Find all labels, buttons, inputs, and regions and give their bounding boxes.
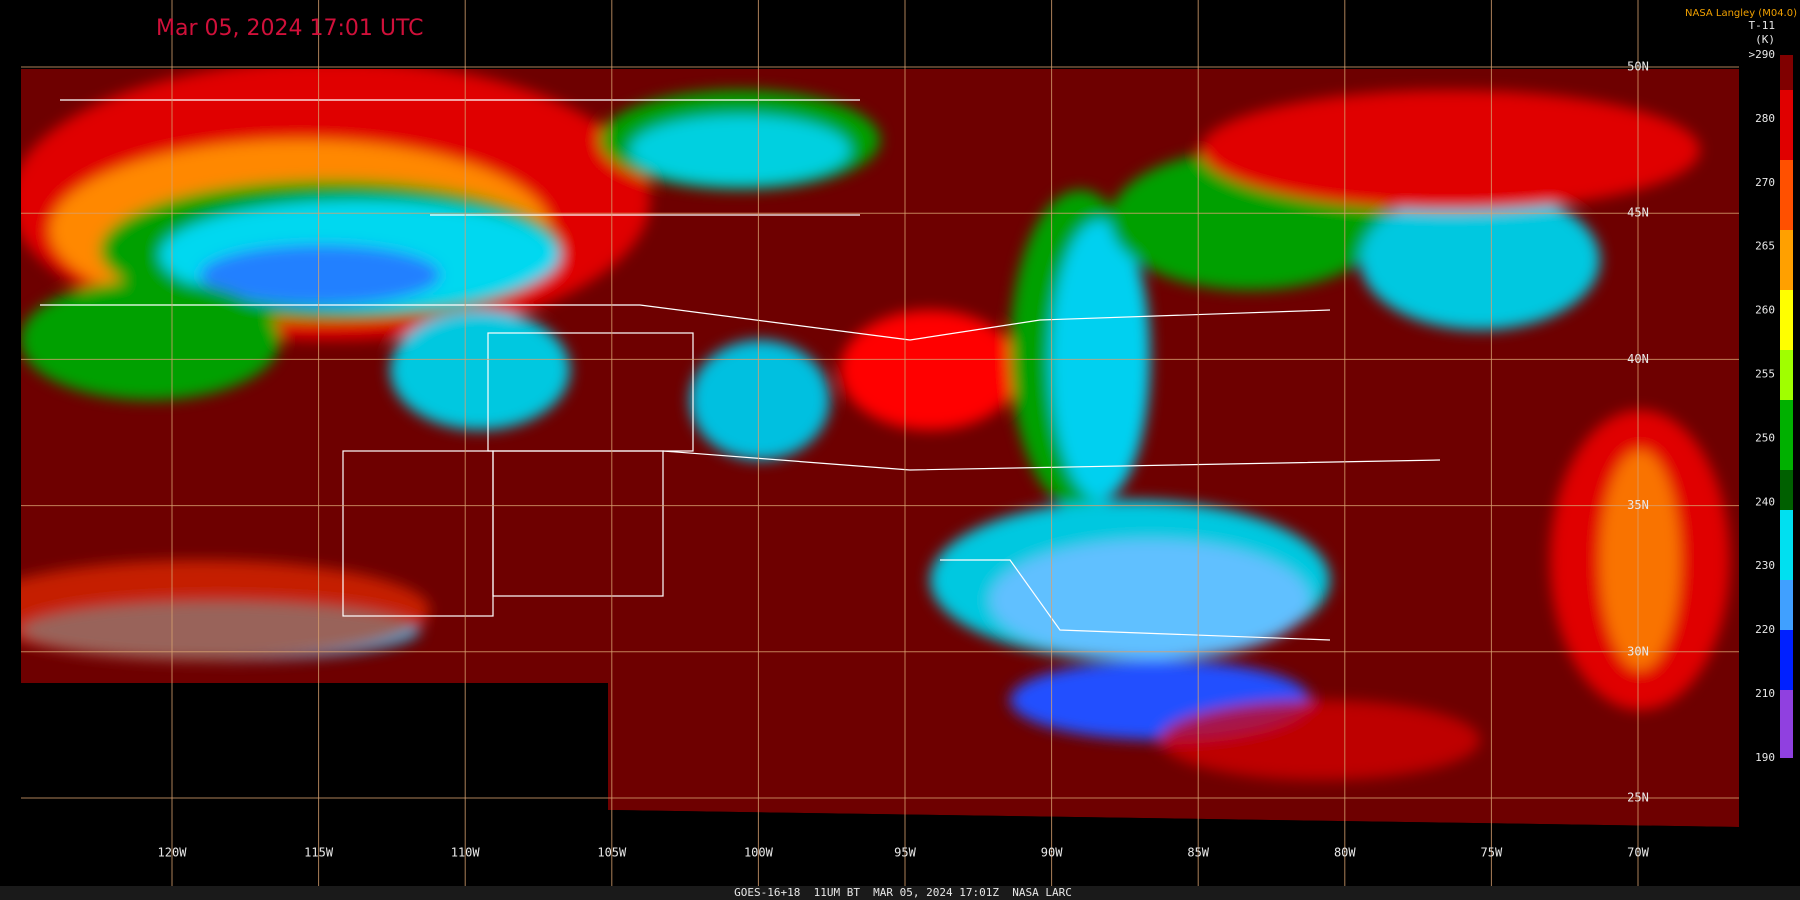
- lon-label: 70W: [1627, 846, 1649, 860]
- lon-label: 110W: [451, 846, 481, 860]
- colorbar-product: T-11: [1749, 19, 1776, 32]
- colorbar-label: 220: [1755, 623, 1775, 636]
- lon-label: 90W: [1041, 846, 1063, 860]
- lon-label: 100W: [744, 846, 774, 860]
- footer: GOES-16+18 11UM BT MAR 05, 2024 17:01Z N…: [734, 886, 1072, 899]
- credit: NASA Langley (M04.0): [1685, 8, 1797, 19]
- colorbar-label: 210: [1755, 687, 1775, 700]
- lon-label: 95W: [894, 846, 916, 860]
- lat-label: 45N: [1627, 206, 1649, 220]
- colorbar-label: 240: [1755, 495, 1775, 508]
- colorbar-label: 280: [1755, 112, 1775, 125]
- colorbar-label: >290: [1749, 48, 1776, 61]
- imagery: [21, 69, 1739, 827]
- lat-label: 40N: [1627, 352, 1649, 366]
- lat-label: 35N: [1627, 498, 1649, 512]
- state-borders: [40, 99, 1441, 641]
- lon-label: 85W: [1187, 846, 1209, 860]
- timestamp-title: Mar 05, 2024 17:01 UTC: [156, 16, 423, 41]
- footer-bar: [0, 886, 1800, 900]
- lon-label: 75W: [1481, 846, 1503, 860]
- colorbar-label: 255: [1755, 368, 1775, 381]
- lon-label: 105W: [597, 846, 627, 860]
- colorbar-label: 230: [1755, 559, 1775, 572]
- colorbar-units: (K): [1755, 33, 1775, 46]
- lat-label: 25N: [1627, 791, 1649, 805]
- colorbar: [1780, 55, 1793, 758]
- lon-label: 115W: [304, 846, 334, 860]
- lon-label: 120W: [158, 846, 188, 860]
- graticule: [21, 0, 1739, 886]
- colorbar-label: 250: [1755, 431, 1775, 444]
- lat-label: 50N: [1627, 60, 1649, 74]
- colorbar-label: 265: [1755, 240, 1775, 253]
- colorbar-label: 260: [1755, 304, 1775, 317]
- colorbar-label: 270: [1755, 176, 1775, 189]
- lon-label: 80W: [1334, 846, 1356, 860]
- colorbar-label: 190: [1755, 751, 1775, 764]
- lat-label: 30N: [1627, 644, 1649, 658]
